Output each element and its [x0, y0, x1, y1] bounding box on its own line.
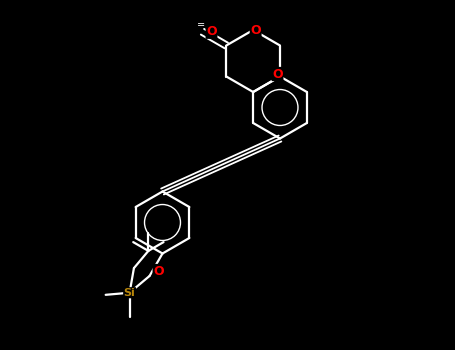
Text: O: O — [272, 68, 283, 80]
Text: O: O — [206, 25, 217, 38]
Text: =: = — [197, 20, 206, 30]
Text: O: O — [153, 265, 164, 278]
Text: O: O — [250, 23, 261, 36]
Text: Si: Si — [124, 288, 136, 298]
